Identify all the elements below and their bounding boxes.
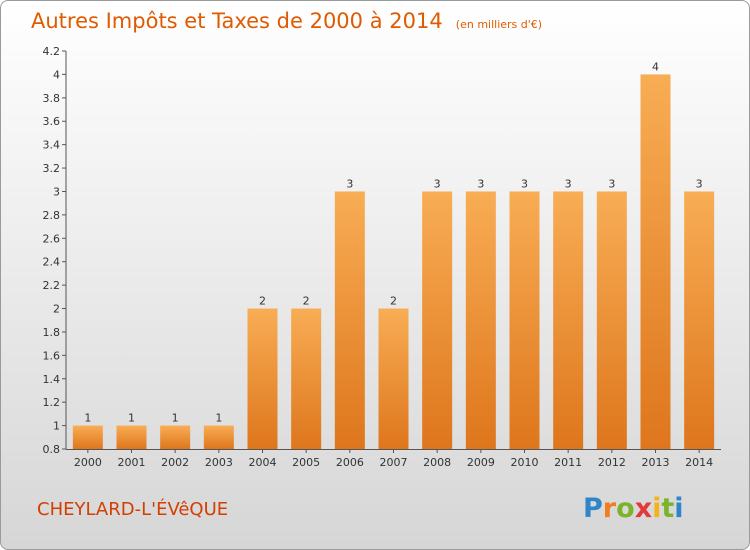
y-tick-label: 1.4 xyxy=(43,373,61,386)
proxiti-logo: Proxiti xyxy=(583,493,684,524)
y-tick-label: 3.8 xyxy=(43,92,61,105)
bar xyxy=(334,191,365,449)
y-tick-label: 1.8 xyxy=(43,326,61,339)
logo-letter: o xyxy=(616,493,635,524)
y-tick-label: 0.8 xyxy=(43,443,61,456)
y-tick-label: 2 xyxy=(53,303,60,316)
y-tick-label: 1.6 xyxy=(43,349,61,362)
x-tick-label: 2012 xyxy=(598,456,626,469)
bar xyxy=(465,191,496,449)
bar-value-label: 1 xyxy=(128,412,135,425)
bar-value-label: 1 xyxy=(84,412,91,425)
y-tick-label: 3.2 xyxy=(43,162,61,175)
y-tick-label: 3.6 xyxy=(43,115,61,128)
y-tick-label: 2.4 xyxy=(43,256,61,269)
bar xyxy=(203,425,234,449)
y-tick-label: 2.8 xyxy=(43,209,61,222)
bar xyxy=(247,308,278,449)
bar xyxy=(116,425,147,449)
bar-value-label: 1 xyxy=(215,412,222,425)
bar-value-label: 3 xyxy=(608,177,615,190)
bar-value-label: 3 xyxy=(696,177,703,190)
x-tick-label: 2011 xyxy=(554,456,582,469)
bar-value-label: 3 xyxy=(477,177,484,190)
x-tick-label: 2001 xyxy=(118,456,146,469)
logo-letter: t xyxy=(661,493,674,524)
bar xyxy=(160,425,191,449)
x-tick-label: 2004 xyxy=(249,456,277,469)
y-tick-label: 4 xyxy=(53,68,60,81)
logo-letter: P xyxy=(583,493,603,524)
x-tick-label: 2008 xyxy=(423,456,451,469)
logo-letter: r xyxy=(603,493,617,524)
bar xyxy=(422,191,453,449)
y-tick-label: 2.6 xyxy=(43,232,61,245)
y-tick-label: 2.2 xyxy=(43,279,61,292)
bar-value-label: 3 xyxy=(565,177,572,190)
logo-letter: i xyxy=(674,493,683,524)
bar-value-label: 2 xyxy=(390,295,397,308)
place-name: CHEYLARD-L'ÉVêQUE xyxy=(37,498,228,520)
bar-value-label: 3 xyxy=(346,177,353,190)
bar-value-label: 2 xyxy=(259,295,266,308)
y-tick-label: 1 xyxy=(53,420,60,433)
x-tick-label: 2005 xyxy=(292,456,320,469)
bar-value-label: 1 xyxy=(172,412,179,425)
bar xyxy=(509,191,540,449)
logo-letter: i xyxy=(652,493,661,524)
bar xyxy=(72,425,103,449)
bar xyxy=(640,74,671,449)
x-tick-label: 2002 xyxy=(161,456,189,469)
bar xyxy=(684,191,715,449)
x-tick-label: 2013 xyxy=(642,456,670,469)
chart-subtitle: (en milliers d'€) xyxy=(456,18,542,31)
y-tick-label: 1.2 xyxy=(43,396,61,409)
bar xyxy=(378,308,409,449)
chart-title-text: Autres Impôts et Taxes de 2000 à 2014 xyxy=(31,9,443,33)
x-tick-label: 2003 xyxy=(205,456,233,469)
y-tick-label: 4.2 xyxy=(43,45,61,58)
bar xyxy=(553,191,584,449)
x-tick-label: 2009 xyxy=(467,456,495,469)
y-tick-label: 3.4 xyxy=(43,139,61,152)
bar-value-label: 3 xyxy=(434,177,441,190)
x-tick-label: 2010 xyxy=(511,456,539,469)
bar-value-label: 3 xyxy=(521,177,528,190)
x-tick-label: 2007 xyxy=(380,456,408,469)
x-tick-label: 2000 xyxy=(74,456,102,469)
x-tick-label: 2014 xyxy=(685,456,713,469)
y-tick-label: 3 xyxy=(53,185,60,198)
plot-area: 0.8 1 1.2 1.4 1.6 1.8 2 2.2 2.4 2.6 2.8 3 3.2 3.4 3.6 3… xyxy=(43,45,721,469)
x-tick-label: 2006 xyxy=(336,456,364,469)
bar-value-label: 2 xyxy=(303,295,310,308)
bar xyxy=(291,308,322,449)
bar-value-label: 4 xyxy=(652,60,659,73)
logo-letter: x xyxy=(635,493,652,524)
bar xyxy=(596,191,627,449)
chart-title: Autres Impôts et Taxes de 2000 à 2014 (e… xyxy=(31,9,542,33)
